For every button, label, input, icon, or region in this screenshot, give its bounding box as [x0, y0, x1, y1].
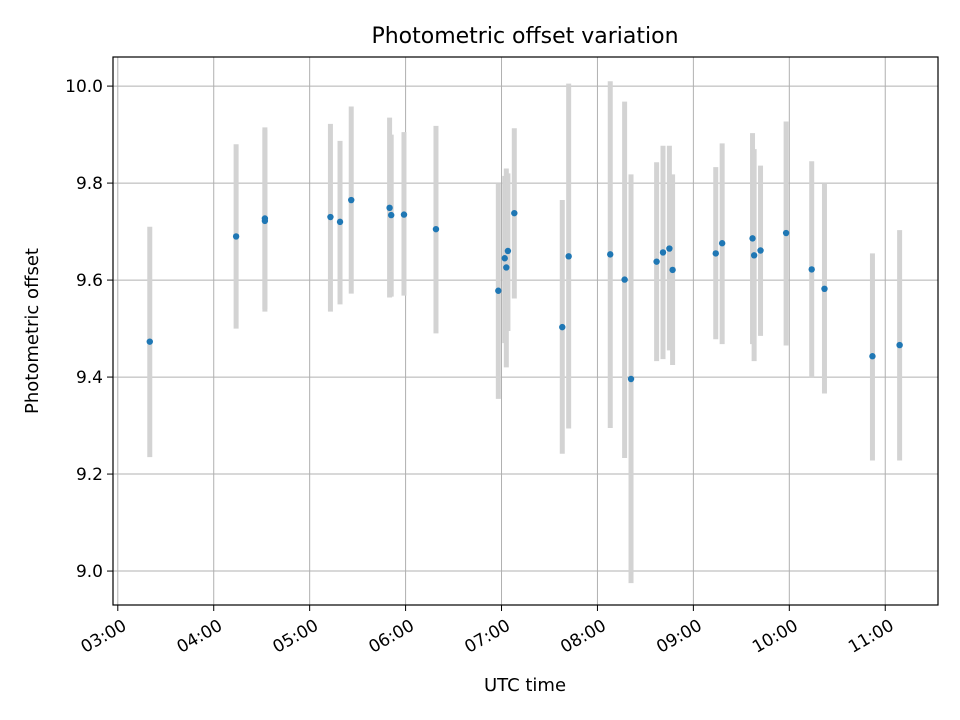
data-point [869, 353, 876, 360]
data-point [348, 196, 355, 204]
y-tick-label: 9.2 [76, 465, 103, 485]
data-point [146, 338, 153, 345]
y-tick-label: 9.6 [76, 271, 103, 291]
data-point [432, 225, 440, 233]
data-point [336, 218, 344, 226]
data-point [511, 209, 518, 217]
data-point [621, 276, 628, 283]
data-points [146, 196, 903, 383]
x-axis-label: UTC time [484, 675, 566, 696]
data-point [232, 233, 240, 240]
chart-title: Photometric offset variation [371, 24, 678, 49]
data-point [501, 255, 508, 262]
data-point [387, 211, 395, 219]
y-axis-label: Photometric offset [22, 248, 43, 414]
data-point [653, 258, 660, 265]
data-point [503, 264, 510, 271]
data-point [808, 266, 815, 273]
data-point [504, 247, 512, 255]
data-point [327, 213, 334, 221]
data-point [386, 204, 393, 212]
data-point [666, 245, 673, 252]
data-point [669, 266, 676, 274]
data-point [659, 249, 667, 256]
grid-lines [113, 57, 938, 605]
data-point [607, 251, 614, 258]
y-tick-label: 10.0 [65, 77, 103, 97]
data-point [896, 341, 903, 349]
data-point [757, 247, 764, 254]
plot-frame [112, 56, 939, 606]
y-tick-label: 9.4 [76, 368, 103, 388]
data-point [400, 211, 408, 218]
data-point [627, 375, 635, 383]
data-point [718, 240, 726, 247]
data-point [821, 285, 828, 293]
data-point [750, 252, 758, 259]
data-point [495, 287, 502, 294]
y-axis-ticks: 9.0 9.2 9.4 9.6 9.8 10.0 [65, 77, 113, 582]
data-point [712, 250, 719, 257]
data-point [749, 235, 756, 242]
data-point [782, 229, 790, 237]
data-point [261, 215, 269, 222]
y-tick-label: 9.0 [76, 562, 103, 582]
y-tick-label: 9.8 [76, 174, 103, 194]
data-point [559, 323, 566, 331]
data-point [565, 253, 572, 260]
